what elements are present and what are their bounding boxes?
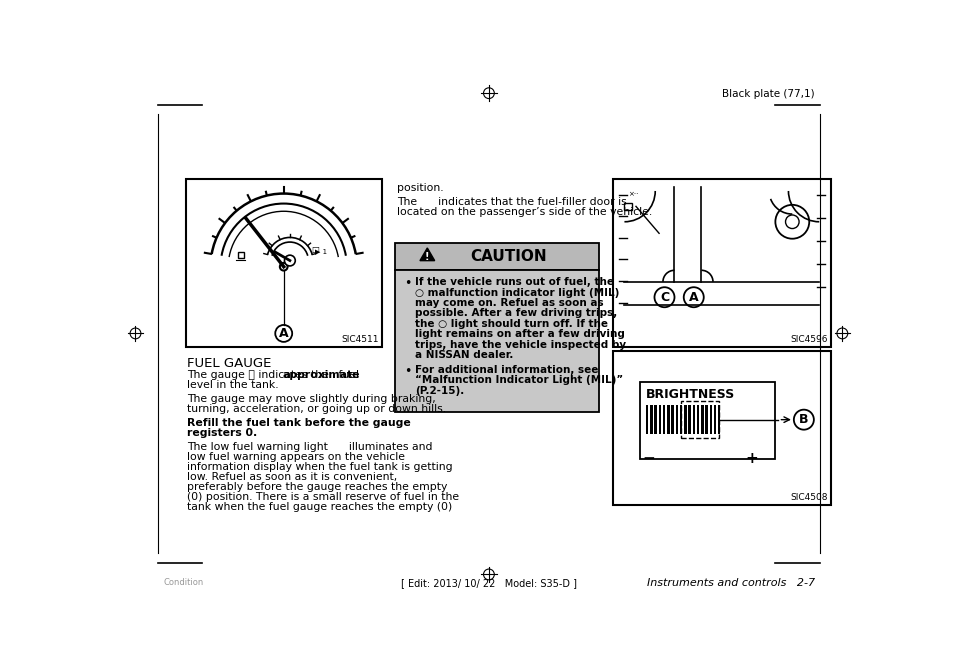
Text: position.: position. — [396, 183, 443, 193]
Text: CAUTION: CAUTION — [470, 249, 546, 264]
Text: B: B — [799, 413, 808, 426]
Bar — [679, 405, 681, 434]
Text: SIC4596: SIC4596 — [789, 335, 827, 344]
Text: tank when the fuel gauge reaches the empty (0): tank when the fuel gauge reaches the emp… — [187, 502, 452, 512]
Text: !: ! — [425, 253, 429, 262]
Bar — [395, 243, 598, 270]
Text: A: A — [278, 327, 288, 340]
Bar — [654, 405, 657, 434]
Bar — [671, 405, 673, 434]
Bar — [639, 382, 774, 459]
Bar — [713, 405, 716, 434]
Text: C: C — [659, 291, 668, 304]
Bar — [696, 405, 699, 434]
Text: ○ malfunction indicator light (MIL): ○ malfunction indicator light (MIL) — [415, 288, 618, 297]
Text: a NISSAN dealer.: a NISSAN dealer. — [415, 350, 513, 360]
Bar — [612, 351, 830, 505]
Bar — [675, 405, 678, 434]
Bar — [704, 405, 707, 434]
Bar — [688, 405, 690, 434]
Text: information display when the fuel tank is getting: information display when the fuel tank i… — [187, 462, 453, 472]
Text: ▶ 1: ▶ 1 — [314, 249, 326, 254]
Text: [ Edit: 2013/ 10/ 22   Model: S35-D ]: [ Edit: 2013/ 10/ 22 Model: S35-D ] — [400, 578, 577, 588]
Text: located on the passenger’s side of the vehicle.: located on the passenger’s side of the v… — [396, 207, 652, 217]
Text: fuel: fuel — [335, 370, 358, 380]
Bar — [683, 405, 686, 434]
Bar — [718, 405, 720, 434]
Text: BRIGHTNESS: BRIGHTNESS — [645, 388, 735, 401]
Bar — [645, 405, 648, 434]
Text: Refill the fuel tank before the gauge: Refill the fuel tank before the gauge — [187, 418, 411, 428]
Text: SIC4508: SIC4508 — [789, 493, 827, 502]
Text: The gauge may move slightly during braking,: The gauge may move slightly during braki… — [187, 394, 436, 405]
Text: the ○ light should turn off. If the: the ○ light should turn off. If the — [415, 319, 607, 329]
Text: preferably before the gauge reaches the empty: preferably before the gauge reaches the … — [187, 482, 447, 492]
Bar — [624, 204, 632, 210]
Polygon shape — [419, 248, 435, 260]
Text: approximate: approximate — [282, 370, 359, 380]
Circle shape — [275, 325, 292, 342]
Text: −: − — [642, 451, 655, 466]
Bar — [185, 179, 381, 347]
Text: low fuel warning appears on the vehicle: low fuel warning appears on the vehicle — [187, 452, 405, 462]
Bar — [395, 270, 598, 412]
Text: If the vehicle runs out of fuel, the: If the vehicle runs out of fuel, the — [415, 277, 614, 288]
Text: •: • — [404, 365, 411, 378]
Text: SIC4511: SIC4511 — [341, 335, 378, 344]
Text: may come on. Refuel as soon as: may come on. Refuel as soon as — [415, 298, 603, 308]
Bar — [612, 179, 830, 347]
Bar — [666, 405, 669, 434]
Text: turning, acceleration, or going up or down hills.: turning, acceleration, or going up or do… — [187, 405, 446, 414]
Text: +: + — [744, 451, 757, 466]
Bar — [650, 405, 652, 434]
Text: FUEL GAUGE: FUEL GAUGE — [187, 356, 272, 369]
Text: ×··: ×·· — [628, 192, 638, 198]
Bar — [679, 401, 719, 438]
Bar — [658, 405, 660, 434]
Text: level in the tank.: level in the tank. — [187, 380, 278, 391]
Bar — [709, 405, 711, 434]
Text: (0) position. There is a small reserve of fuel in the: (0) position. There is a small reserve o… — [187, 492, 458, 502]
Text: Condition: Condition — [164, 578, 204, 587]
Text: For additional information, see: For additional information, see — [415, 365, 598, 375]
Text: light remains on after a few driving: light remains on after a few driving — [415, 329, 624, 339]
Text: The      indicates that the fuel-filler door is: The indicates that the fuel-filler door … — [396, 197, 626, 207]
Text: low. Refuel as soon as it is convenient,: low. Refuel as soon as it is convenient, — [187, 472, 396, 482]
Text: registers 0.: registers 0. — [187, 428, 257, 438]
Text: A: A — [688, 291, 698, 304]
Text: “Malfunction Indicator Light (MIL)”: “Malfunction Indicator Light (MIL)” — [415, 375, 622, 385]
Text: Instruments and controls   2-7: Instruments and controls 2-7 — [646, 578, 814, 588]
Text: □: □ — [311, 245, 319, 254]
Bar — [692, 405, 695, 434]
Text: •: • — [404, 277, 411, 290]
Circle shape — [279, 263, 287, 270]
Text: trips, have the vehicle inspected by: trips, have the vehicle inspected by — [415, 340, 625, 350]
Bar — [237, 252, 244, 258]
Text: possible. After a few driving trips,: possible. After a few driving trips, — [415, 309, 617, 319]
Text: (P.2-15).: (P.2-15). — [415, 386, 464, 396]
Circle shape — [284, 255, 295, 266]
Text: Black plate (77,1): Black plate (77,1) — [721, 89, 814, 98]
Text: The gauge Ⓐ indicates the: The gauge Ⓐ indicates the — [187, 370, 332, 380]
Bar — [700, 405, 702, 434]
Text: The low fuel warning light      illuminates and: The low fuel warning light illuminates a… — [187, 442, 432, 452]
Bar — [662, 405, 664, 434]
